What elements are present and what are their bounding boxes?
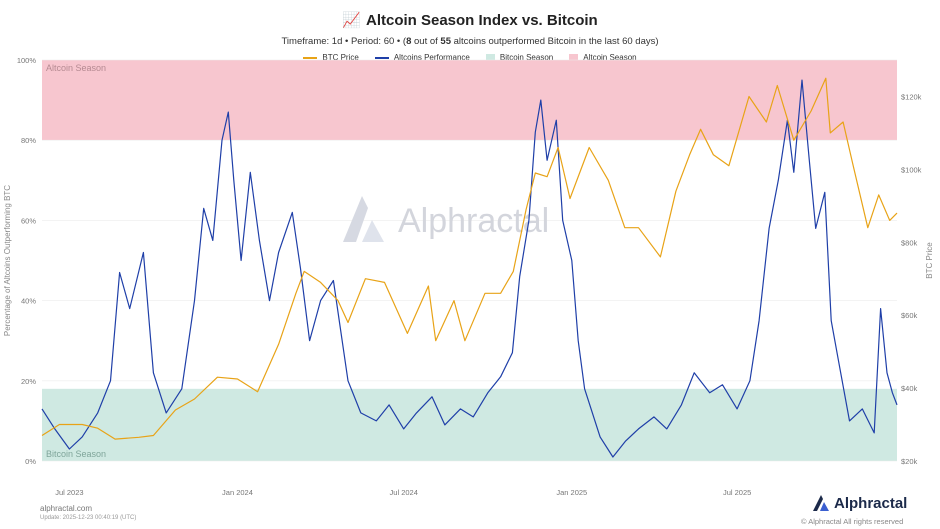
- subtitle-paren: (: [402, 36, 407, 47]
- subtitle-separator: •: [396, 36, 401, 47]
- legend-label: Altcoin Season: [583, 53, 637, 62]
- footer-site[interactable]: alphractal.com: [40, 504, 93, 513]
- x-tick-label: Jul 2023: [55, 488, 83, 497]
- legend-label: Altcoins Performance: [393, 53, 470, 62]
- right-tick-label: $100k: [901, 165, 922, 174]
- legend-label: Bitcoin Season: [499, 53, 554, 62]
- subtitle-separator: •: [345, 36, 349, 47]
- series-line-btc-price: [41, 77, 898, 440]
- right-axis-label: BTC Price: [925, 242, 934, 279]
- band-altcoin-season: [42, 60, 897, 141]
- legend-item[interactable]: BTC Price: [303, 53, 359, 62]
- right-tick-label: $40k: [901, 384, 918, 393]
- left-tick-label: 80%: [21, 136, 36, 145]
- right-tick-label: $120k: [901, 92, 922, 101]
- watermark-logo-icon: [362, 220, 384, 242]
- right-tick-label: $80k: [901, 238, 918, 247]
- right-tick-label: $20k: [901, 457, 918, 466]
- x-tick-label: Jul 2025: [723, 488, 751, 497]
- left-axis-label: Percentage of Altcoins Outperforming BTC: [3, 185, 12, 336]
- chart-title-text: Altcoin Season Index vs. Bitcoin: [365, 12, 598, 29]
- x-tick-label: Jan 2025: [556, 488, 587, 497]
- brand-logo: Alphractal: [812, 494, 907, 512]
- subtitle-out-of: out of: [414, 36, 438, 47]
- brand-name: Alphractal: [834, 494, 908, 512]
- left-tick-label: 60%: [21, 216, 36, 225]
- legend-swatch: [374, 56, 389, 59]
- subtitle-timeframe: Timeframe: 1d: [281, 36, 343, 47]
- legend-swatch: [303, 56, 318, 59]
- left-tick-label: 20%: [21, 377, 36, 386]
- band-label-bitcoin-season: Bitcoin Season: [46, 449, 106, 459]
- legend-swatch: [569, 53, 579, 62]
- footer-left: alphractal.com Update: 2025-12-23 00:40:…: [40, 504, 136, 521]
- legend-item[interactable]: Altcoins Performance: [374, 53, 470, 62]
- left-tick-label: 100%: [17, 56, 37, 65]
- brand-logo-icon: [813, 495, 829, 511]
- copyright-text: © Alphractal All rights reserved: [801, 517, 904, 526]
- right-tick-label: $60k: [901, 311, 918, 320]
- subtitle-rest: altcoins outperformed Bitcoin in the las…: [453, 36, 659, 47]
- footer-update: Update: 2025-12-23 00:40:19 (UTC): [40, 515, 137, 521]
- series-line-altcoins-performance: [41, 79, 898, 458]
- watermark-logo-icon: [343, 196, 368, 242]
- chart-subtitle: Timeframe: 1d • Period: 60 • (8 out of 5…: [0, 36, 940, 47]
- subtitle-total: 55: [440, 36, 451, 47]
- subtitle-period: Period: 60: [350, 36, 395, 47]
- band-bitcoin-season: [42, 388, 897, 461]
- chart-emoji-icon: 📈: [342, 12, 361, 29]
- legend-label: BTC Price: [322, 53, 359, 62]
- legend-item[interactable]: Altcoin Season: [569, 53, 637, 62]
- legend-item[interactable]: Bitcoin Season: [485, 53, 554, 62]
- chart-legend: BTC Price Altcoins Performance Bitcoin Sea…: [0, 53, 940, 62]
- subtitle-count: 8: [406, 36, 412, 47]
- left-tick-label: 40%: [21, 297, 36, 306]
- x-tick-label: Jan 2024: [222, 488, 253, 497]
- chart-title: 📈 Altcoin Season Index vs. Bitcoin: [0, 11, 940, 29]
- band-label-altcoin-season: Altcoin Season: [46, 63, 106, 73]
- left-tick-label: 0%: [25, 457, 36, 466]
- legend-swatch: [485, 53, 495, 62]
- x-tick-label: Jul 2024: [390, 488, 418, 497]
